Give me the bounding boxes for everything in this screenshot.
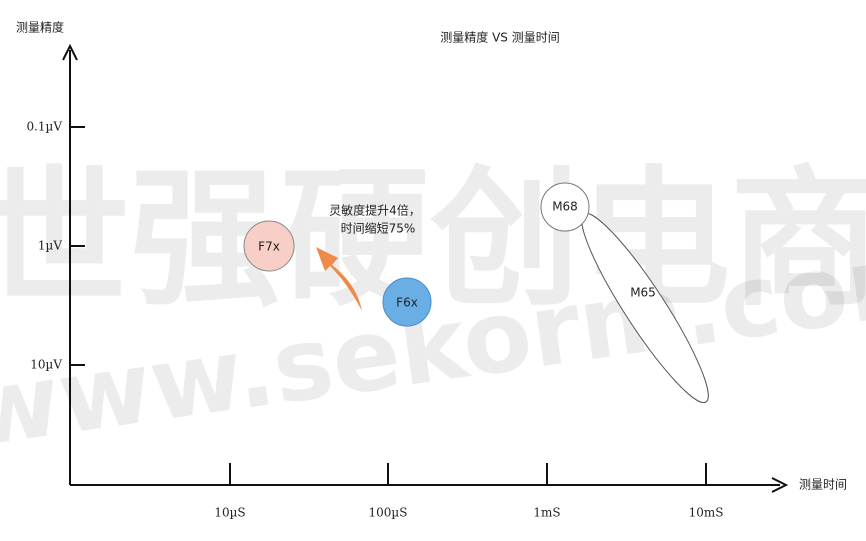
x-tick-label: 100µS (369, 506, 408, 520)
y-tick-label: 10µV (30, 358, 62, 372)
y-tick-label: 1µV (38, 239, 62, 253)
node-label: M65 (630, 286, 656, 300)
node-label: F7x (258, 240, 280, 254)
annotation: 时间缩短75% (341, 221, 416, 236)
watermark: 世强硬创电商 (0, 153, 866, 327)
m68-circle (540, 182, 590, 232)
x-tick-label: 1mS (533, 506, 560, 520)
node-label: F6x (396, 296, 418, 310)
node-label: M68 (552, 200, 578, 214)
arrow (316, 247, 362, 311)
title: 测量精度 VS 测量时间 (440, 30, 559, 45)
x-axis-label: 测量时间 (799, 478, 847, 492)
x-tick-label: 10µS (214, 506, 245, 520)
axes (62, 43, 789, 493)
y-axis-label: 测量精度 (16, 20, 64, 35)
y-tick-label: 0.1µV (26, 120, 62, 134)
f7x-circle (243, 220, 295, 272)
annotation: 灵敏度提升4倍， (329, 203, 421, 218)
f6x-circle (382, 277, 432, 327)
x-tick-label: 10mS (689, 506, 724, 520)
